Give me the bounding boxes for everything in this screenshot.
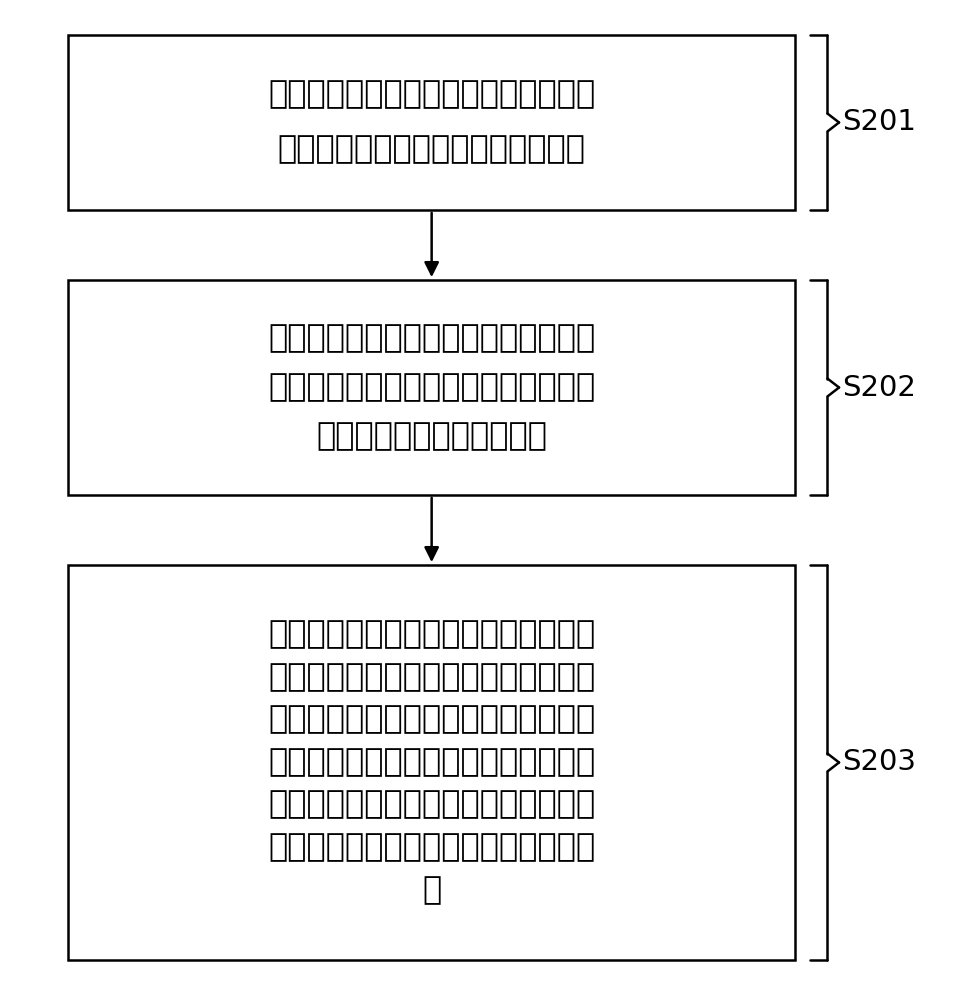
Text: S201: S201 <box>841 108 915 136</box>
Text: S202: S202 <box>841 373 915 401</box>
Text: 点: 点 <box>422 875 441 906</box>
Text: 故障检测流程覆盖网络中的所有设备: 故障检测流程覆盖网络中的所有设备 <box>277 135 585 166</box>
Text: 将所述网络故障检测流程中的步骤拆分: 将所述网络故障检测流程中的步骤拆分 <box>267 323 595 354</box>
Text: 进行电力网络故障检测时，依次调用每: 进行电力网络故障检测时，依次调用每 <box>267 619 595 650</box>
FancyBboxPatch shape <box>68 565 795 960</box>
Text: 预先设置网络故障检测流程，所述网络: 预先设置网络故障检测流程，所述网络 <box>267 79 595 110</box>
Text: 信息数据发送到流程引擎，流程引擎判: 信息数据发送到流程引擎，流程引擎判 <box>267 747 595 778</box>
FancyBboxPatch shape <box>68 280 795 495</box>
Text: 成多个可以执行的节点，为每个节点设: 成多个可以执行的节点，为每个节点设 <box>267 372 595 403</box>
Text: 一个节点，从节点获取采集指令，根据: 一个节点，从节点获取采集指令，根据 <box>267 662 595 693</box>
Text: 采集指令采集设备的信息数据，将所述: 采集指令采集设备的信息数据，将所述 <box>267 704 595 735</box>
Text: 下一个要执行的节点，直到任务终止节: 下一个要执行的节点，直到任务终止节 <box>267 832 595 863</box>
Text: S203: S203 <box>841 748 915 776</box>
Text: 断所述信息数据是否存在故障，并决定: 断所述信息数据是否存在故障，并决定 <box>267 790 595 821</box>
FancyBboxPatch shape <box>68 35 795 210</box>
Text: 置基本信息，设置采集指令: 置基本信息，设置采集指令 <box>316 421 547 452</box>
